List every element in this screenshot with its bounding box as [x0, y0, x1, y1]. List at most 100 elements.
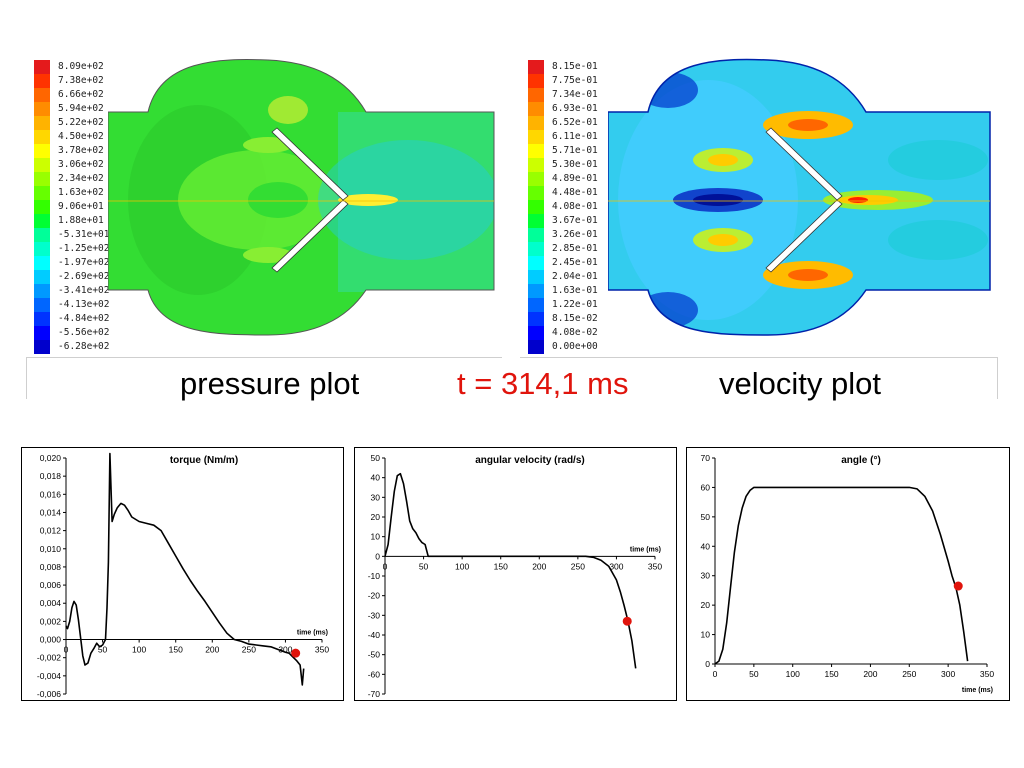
- x-tick-label: 200: [863, 669, 877, 679]
- pressure-legend: 8.09e+02 7.38e+02 6.66e+02 5.94e+02 5.22e+02…: [34, 60, 154, 354]
- y-tick-label: 0,016: [40, 489, 62, 499]
- legend-swatch: [528, 200, 544, 214]
- x-tick-label: 300: [609, 561, 623, 571]
- legend-label: 6.52e-01: [552, 117, 598, 128]
- y-tick-label: -0,004: [37, 671, 61, 681]
- y-tick-label: -50: [368, 650, 381, 660]
- x-tick-label: 100: [786, 669, 800, 679]
- velocity-legend: 8.15e-01 7.75e-01 7.34e-01 6.93e-01 6.52e-01…: [528, 60, 648, 354]
- y-tick-label: 0,012: [40, 526, 62, 536]
- y-tick-label: 50: [701, 512, 711, 522]
- legend-label: -5.56e+02: [58, 327, 110, 338]
- legend-entry: 5.94e+02: [34, 102, 154, 116]
- y-tick-label: 0,018: [40, 471, 62, 481]
- legend-swatch: [34, 340, 50, 354]
- current-time-marker: [622, 616, 632, 626]
- angle-chart-svg: angle (°) 0 10 20 30 40 50 60 70 0 50 100 150 200 250 3…: [701, 453, 995, 694]
- x-tick-label: 200: [532, 561, 546, 571]
- legend-entry: 5.22e+02: [34, 116, 154, 130]
- angle-chart: angle (°) 0 10 20 30 40 50 60 70 0 50 100 150 200 250 3…: [686, 447, 1010, 701]
- x-tick-label: 150: [824, 669, 838, 679]
- legend-swatch: [528, 214, 544, 228]
- legend-label: -4.13e+02: [58, 299, 110, 310]
- x-tick-label: 0: [383, 561, 388, 571]
- y-tick-label: -0,002: [37, 653, 61, 663]
- y-tick-label: 10: [701, 630, 711, 640]
- legend-swatch: [34, 88, 50, 102]
- legend-label: -4.84e+02: [58, 313, 110, 324]
- y-tick-label: 20: [371, 512, 381, 522]
- series-line: [714, 486, 969, 665]
- y-tick-label: 10: [371, 532, 381, 542]
- legend-swatch: [528, 172, 544, 186]
- y-tick-label: 70: [701, 453, 711, 463]
- legend-entry: 6.66e+02: [34, 88, 154, 102]
- y-tick-label: 40: [701, 541, 711, 551]
- legend-entry: 7.75e-01: [528, 74, 648, 88]
- legend-label: 2.04e-01: [552, 271, 598, 282]
- legend-swatch: [34, 326, 50, 340]
- legend-entry: 5.71e-01: [528, 144, 648, 158]
- legend-entry: 2.34e+02: [34, 172, 154, 186]
- legend-label: 1.22e-01: [552, 299, 598, 310]
- legend-label: 3.67e-01: [552, 215, 598, 226]
- legend-entry: 9.06e+01: [34, 200, 154, 214]
- velocity-panel: 8.15e-01 7.75e-01 7.34e-01 6.93e-01 6.52e-01…: [520, 50, 1000, 354]
- legend-entry: -6.28e+02: [34, 340, 154, 354]
- legend-label: 2.34e+02: [58, 173, 104, 184]
- legend-swatch: [528, 228, 544, 242]
- legend-swatch: [528, 284, 544, 298]
- legend-entry: 7.34e-01: [528, 88, 648, 102]
- legend-label: -1.25e+02: [58, 243, 110, 254]
- legend-entry: 0.00e+00: [528, 340, 648, 354]
- x-tick-label: 250: [902, 669, 916, 679]
- x-tick-label: 300: [278, 645, 292, 655]
- x-tick-label: 0: [64, 645, 69, 655]
- legend-label: 1.63e-01: [552, 285, 598, 296]
- legend-entry: 1.22e-01: [528, 298, 648, 312]
- legend-swatch: [528, 130, 544, 144]
- velocity-caption: velocity plot: [719, 366, 881, 401]
- legend-entry: 2.04e-01: [528, 270, 648, 284]
- pressure-panel: 8.09e+02 7.38e+02 6.66e+02 5.94e+02 5.22e+02…: [28, 50, 508, 354]
- legend-entry: -1.25e+02: [34, 242, 154, 256]
- legend-swatch: [34, 116, 50, 130]
- x-tick-label: 200: [205, 645, 219, 655]
- legend-swatch: [528, 186, 544, 200]
- legend-swatch: [34, 186, 50, 200]
- legend-entry: 8.15e-02: [528, 312, 648, 326]
- legend-entry: 4.08e-01: [528, 200, 648, 214]
- legend-label: -6.28e+02: [58, 341, 110, 352]
- y-tick-label: 30: [701, 571, 711, 581]
- legend-entry: 3.26e-01: [528, 228, 648, 242]
- legend-entry: 7.38e+02: [34, 74, 154, 88]
- legend-entry: 6.93e-01: [528, 102, 648, 116]
- angular-velocity-chart-svg: angular velocity (rad/s) -70 -60 -50 -40 -30 -…: [368, 453, 663, 699]
- legend-label: 8.15e-02: [552, 313, 598, 324]
- legend-entry: 4.89e-01: [528, 172, 648, 186]
- legend-label: 0.00e+00: [552, 341, 598, 352]
- y-tick-label: 0: [705, 659, 710, 669]
- legend-entry: 3.06e+02: [34, 158, 154, 172]
- x-tick-label: 100: [455, 561, 469, 571]
- legend-entry: 4.50e+02: [34, 130, 154, 144]
- series-line: [65, 452, 305, 686]
- x-axis-label: time (ms): [297, 630, 328, 637]
- legend-label: 5.22e+02: [58, 117, 104, 128]
- legend-label: 1.63e+02: [58, 187, 104, 198]
- legend-label: 7.75e-01: [552, 75, 598, 86]
- x-axis-label: time (ms): [962, 687, 993, 694]
- legend-label: -2.69e+02: [58, 271, 110, 282]
- y-tick-label: 50: [371, 453, 381, 463]
- y-tick-label: -20: [368, 591, 381, 601]
- x-tick-label: 150: [494, 561, 508, 571]
- legend-swatch: [34, 228, 50, 242]
- legend-swatch: [528, 116, 544, 130]
- legend-swatch: [34, 130, 50, 144]
- legend-swatch: [528, 326, 544, 340]
- legend-swatch: [528, 340, 544, 354]
- y-tick-label: -70: [368, 689, 381, 699]
- separator-right: [520, 357, 998, 358]
- legend-swatch: [528, 60, 544, 74]
- legend-entry: -4.84e+02: [34, 312, 154, 326]
